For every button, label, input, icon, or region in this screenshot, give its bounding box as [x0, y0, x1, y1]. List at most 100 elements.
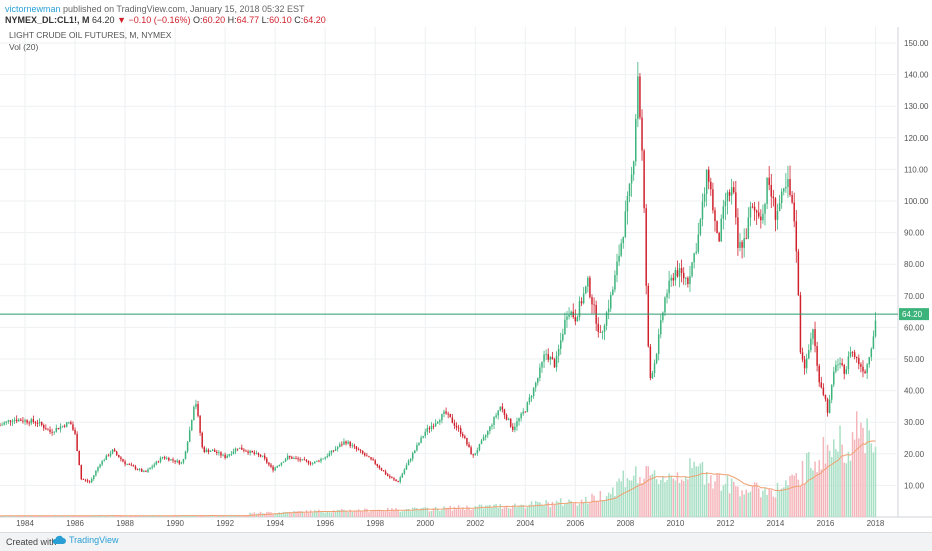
candle-body [211, 449, 214, 451]
time-tick-label: 1994 [266, 519, 284, 528]
volume-bar [537, 501, 539, 517]
candle-body [787, 179, 789, 188]
volume-bar [441, 509, 443, 517]
volume-bar [293, 510, 295, 517]
volume-bar [330, 512, 333, 517]
volume-bar [818, 460, 820, 517]
candle-body [668, 280, 670, 294]
candle-body [88, 481, 91, 483]
volume-bar [482, 508, 485, 517]
volume-bar [870, 443, 873, 517]
volume-bar [382, 511, 385, 517]
close-label: C: [294, 15, 304, 25]
price-axis[interactable]: 10.00 20.00 30.00 40.00 50.00 60.00 70.00 80.00… [904, 39, 929, 490]
volume-bar [745, 489, 747, 517]
volume-bar [403, 510, 406, 517]
candle-body [514, 426, 516, 430]
candle-body [282, 461, 285, 463]
last-price-tag: 64.20 [899, 308, 929, 321]
high-value: 64.77 [236, 15, 260, 25]
candle-body [576, 317, 579, 322]
candle-body [434, 423, 437, 427]
price-chart[interactable]: 10.00 20.00 30.00 40.00 50.00 60.00 70.00 80.00… [0, 27, 932, 528]
volume-bar [307, 512, 310, 517]
candle-body [760, 216, 762, 221]
volume-bar [303, 513, 306, 517]
volume-bar [424, 507, 426, 517]
candle-body [812, 329, 814, 339]
candle-body [803, 359, 806, 369]
volume-bar [616, 481, 618, 517]
volume-bar [86, 515, 89, 517]
candle-body [762, 213, 764, 221]
volume-bar [610, 493, 612, 517]
candle-body [564, 319, 566, 335]
price-tick-label: 90.00 [904, 229, 925, 238]
volume-bar [186, 515, 189, 517]
candle-body [726, 192, 729, 202]
volume-bar [480, 504, 483, 517]
price-tick-label: 10.00 [904, 481, 925, 490]
volume-bar [497, 507, 499, 517]
candle-body [707, 169, 710, 182]
volume-bar [224, 515, 226, 517]
publisher-link[interactable]: victornewman [5, 4, 61, 14]
price-tick-label: 100.00 [904, 197, 929, 206]
candle-body [55, 428, 58, 432]
volume-bar [808, 452, 810, 517]
volume-bar [514, 503, 516, 517]
candle-body [770, 185, 773, 197]
candle-body [349, 441, 351, 447]
volume-bar [762, 490, 764, 517]
candle-body [687, 277, 689, 285]
volume-bar [853, 439, 856, 517]
volume-bar [664, 482, 666, 517]
volume-bar [459, 509, 462, 517]
candle-body [205, 449, 208, 452]
candle-body [303, 459, 306, 461]
candle-body [59, 426, 62, 430]
candle-body [132, 465, 135, 467]
tradingview-logo[interactable]: TradingView [52, 535, 119, 545]
volume-bar [605, 495, 608, 517]
volume-bar [778, 489, 781, 517]
candle-body [407, 460, 410, 466]
candle-body [666, 293, 668, 298]
candle-body [109, 453, 112, 456]
candle-body [157, 461, 160, 463]
candle-body [559, 340, 562, 349]
candle-body [509, 418, 512, 427]
candle-body [376, 463, 379, 466]
volume-bar [795, 473, 798, 517]
candle-body [278, 464, 281, 467]
volume-bar [347, 511, 349, 517]
volume-bar [837, 451, 839, 517]
candle-body [614, 275, 616, 290]
candle-body [397, 481, 399, 482]
candle-body [372, 459, 374, 461]
time-axis[interactable]: 1984 1986 1988 1990 1992 1994 1996 1998 2000 2002… [16, 519, 885, 528]
volume-bar [582, 502, 585, 517]
volume-bar [201, 515, 203, 517]
chart-area[interactable]: 10.00 20.00 30.00 40.00 50.00 60.00 70.00 80.00… [0, 27, 932, 528]
volume-bar [332, 510, 335, 517]
volume-bar [868, 430, 870, 517]
volume-bar [562, 505, 564, 517]
candle-body [345, 441, 347, 444]
volume-bar [343, 509, 345, 517]
price-tick-label: 20.00 [904, 450, 925, 459]
volume-bar [843, 462, 845, 517]
volume-bar [495, 504, 497, 517]
candle-body [61, 425, 64, 427]
candle-body [612, 289, 614, 295]
volume-bar [436, 508, 439, 517]
volume-bar [845, 463, 848, 517]
candle-body [161, 457, 164, 458]
volume-bar [226, 515, 228, 517]
volume-bar [78, 515, 80, 517]
candle-body [136, 469, 139, 470]
candle-body [0, 425, 1, 427]
time-tick-label: 1990 [166, 519, 184, 528]
candle-body [866, 364, 868, 374]
candle-body [218, 452, 220, 454]
